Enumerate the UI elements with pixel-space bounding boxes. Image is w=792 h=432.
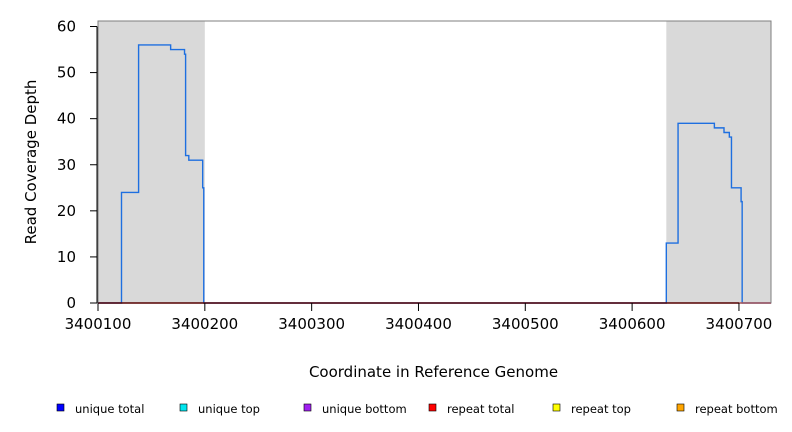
- y-tick-label: 0: [66, 294, 76, 312]
- x-axis: 3400100 3400200 3400300 3400400 3400500 34006…: [65, 302, 773, 333]
- y-tick-label: 30: [57, 156, 76, 174]
- legend-swatch: [303, 403, 312, 412]
- legend-swatch: [428, 403, 437, 412]
- x-tick-label: 3400300: [278, 315, 345, 333]
- legend-label: unique bottom: [322, 402, 407, 416]
- shaded-region-2: [666, 21, 771, 303]
- legend-item: unique total: [56, 402, 144, 416]
- legend-swatch: [676, 403, 685, 412]
- legend-label: unique top: [198, 402, 260, 416]
- legend-item: unique top: [179, 402, 260, 416]
- y-tick-label: 50: [57, 64, 76, 82]
- y-axis-title: Read Coverage Depth: [22, 80, 40, 245]
- legend-label: repeat top: [571, 402, 631, 416]
- legend-item: repeat bottom: [676, 402, 778, 416]
- y-tick-label: 10: [57, 248, 76, 266]
- legend-swatch: [56, 403, 65, 412]
- x-tick-label: 3400200: [171, 315, 238, 333]
- legend-label: repeat total: [447, 402, 514, 416]
- x-tick-label: 3400400: [385, 315, 452, 333]
- legend-item: repeat total: [428, 402, 514, 416]
- x-tick-label: 3400500: [492, 315, 559, 333]
- x-tick-label: 3400600: [599, 315, 666, 333]
- shaded-regions: [98, 21, 771, 303]
- legend-item: repeat top: [552, 402, 631, 416]
- y-tick-label: 20: [57, 202, 76, 220]
- y-tick-label: 40: [57, 110, 76, 128]
- legend-label: repeat bottom: [695, 402, 778, 416]
- legend-swatch: [552, 403, 561, 412]
- x-tick-label: 3400700: [706, 315, 773, 333]
- y-tick-label: 60: [57, 18, 76, 36]
- y-axis: 0 10 20 30 40 50 60: [57, 18, 98, 312]
- shaded-region-1: [98, 21, 205, 303]
- x-tick-label: 3400100: [65, 315, 132, 333]
- x-axis-title: Coordinate in Reference Genome: [309, 363, 558, 381]
- legend-item: unique bottom: [303, 402, 407, 416]
- legend-swatch: [179, 403, 188, 412]
- legend-label: unique total: [75, 402, 144, 416]
- legend: unique total unique top unique bottom repea…: [56, 402, 778, 416]
